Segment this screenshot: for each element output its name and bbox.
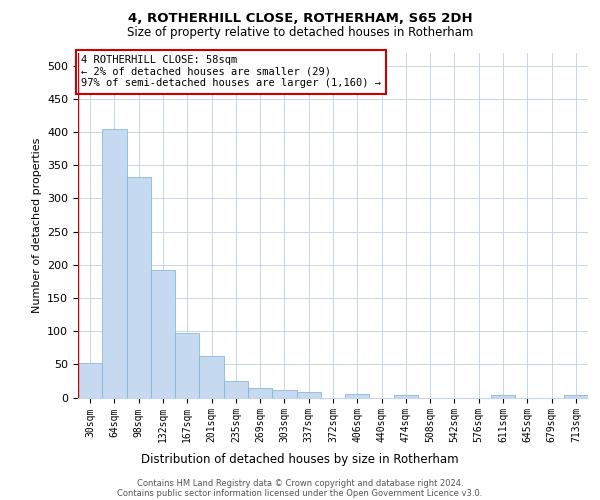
Y-axis label: Number of detached properties: Number of detached properties: [32, 138, 41, 312]
Bar: [199, 356, 224, 398]
Bar: [175, 333, 199, 398]
Bar: [564, 395, 588, 398]
Bar: [78, 363, 102, 398]
Bar: [394, 395, 418, 398]
Bar: [102, 129, 127, 398]
Bar: [345, 394, 370, 398]
Bar: [224, 381, 248, 398]
Bar: [127, 177, 151, 398]
Text: 4 ROTHERHILL CLOSE: 58sqm
← 2% of detached houses are smaller (29)
97% of semi-d: 4 ROTHERHILL CLOSE: 58sqm ← 2% of detach…: [81, 56, 381, 88]
Bar: [272, 390, 296, 398]
Bar: [491, 395, 515, 398]
Text: 4, ROTHERHILL CLOSE, ROTHERHAM, S65 2DH: 4, ROTHERHILL CLOSE, ROTHERHAM, S65 2DH: [128, 12, 472, 26]
Text: Contains public sector information licensed under the Open Government Licence v3: Contains public sector information licen…: [118, 489, 482, 498]
Bar: [296, 392, 321, 398]
Text: Contains HM Land Registry data © Crown copyright and database right 2024.: Contains HM Land Registry data © Crown c…: [137, 479, 463, 488]
Text: Distribution of detached houses by size in Rotherham: Distribution of detached houses by size …: [141, 452, 459, 466]
Text: Size of property relative to detached houses in Rotherham: Size of property relative to detached ho…: [127, 26, 473, 39]
Bar: [248, 388, 272, 398]
Bar: [151, 270, 175, 398]
